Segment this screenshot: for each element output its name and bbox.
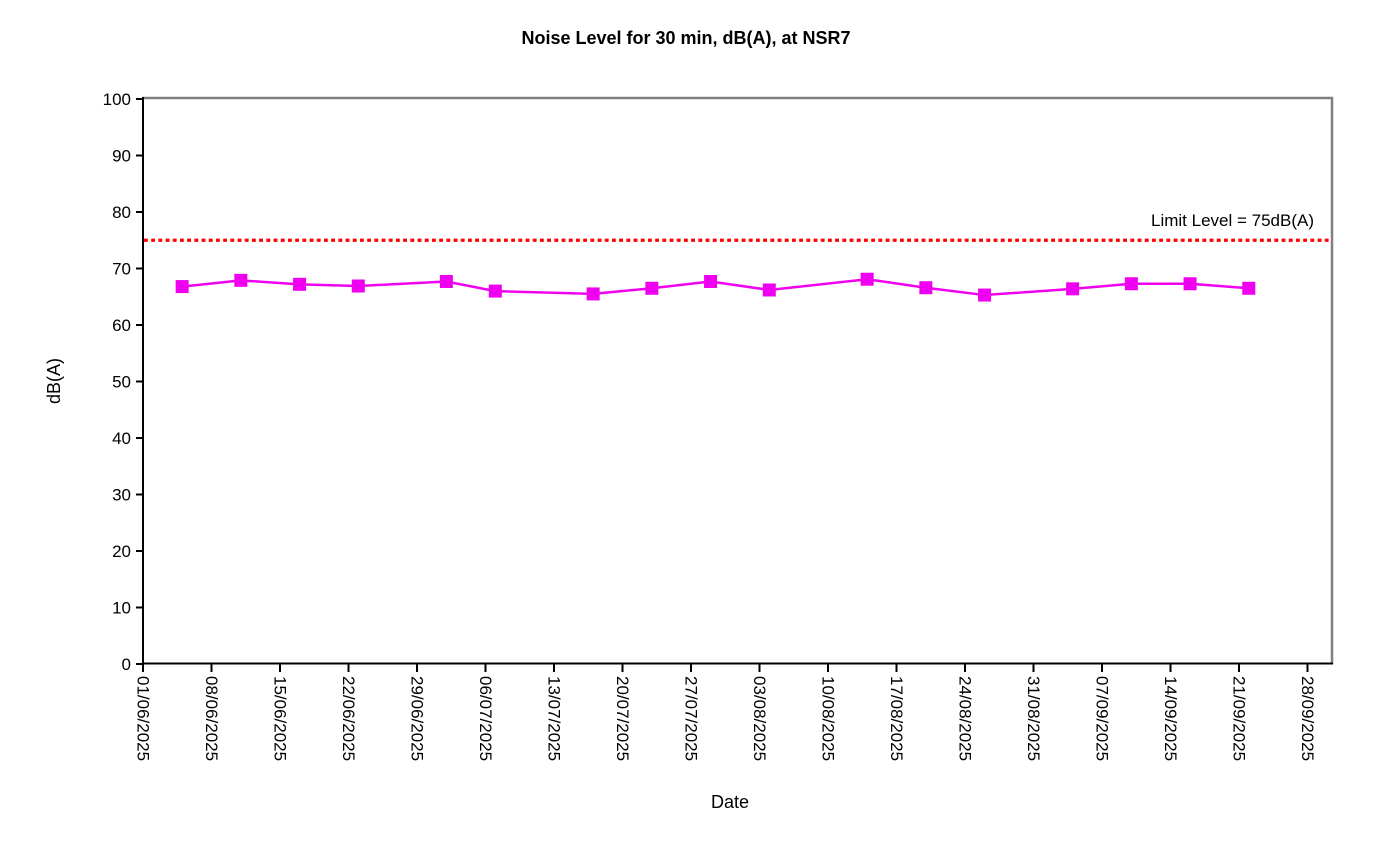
x-axis-tick-label: 21/09/2025 xyxy=(1230,676,1249,761)
y-axis-tick-label: 90 xyxy=(112,147,131,166)
data-point-marker xyxy=(586,287,600,301)
data-point-marker xyxy=(175,280,189,294)
y-axis-tick-label: 100 xyxy=(103,90,131,109)
data-point-marker xyxy=(1124,277,1138,291)
data-point-marker xyxy=(1066,282,1080,296)
chart-plot-area: 0 10 20 30 40 50 60 70 80 90 100 01/06/2025 08/06/20… xyxy=(103,90,1334,761)
y-axis-tick-label: 30 xyxy=(112,486,131,505)
y-axis-tick-label: 80 xyxy=(112,203,131,222)
x-axis-tick-label: 13/07/2025 xyxy=(545,676,564,761)
x-axis-tick-label: 15/06/2025 xyxy=(271,676,290,761)
limit-line-label: Limit Level = 75dB(A) xyxy=(1151,211,1314,230)
y-axis-tick-label: 50 xyxy=(112,373,131,392)
y-axis-title: dB(A) xyxy=(44,358,64,404)
x-axis-tick-label: 20/07/2025 xyxy=(613,676,632,761)
y-axis-tick-label: 0 xyxy=(122,655,131,674)
data-point-marker xyxy=(1242,281,1256,295)
x-axis-tick-label: 27/07/2025 xyxy=(682,676,701,761)
data-point-marker xyxy=(1183,277,1197,291)
y-axis-tick-label: 70 xyxy=(112,260,131,279)
data-point-marker xyxy=(439,274,453,288)
x-axis-title: Date xyxy=(711,792,749,812)
chart-title: Noise Level for 30 min, dB(A), at NSR7 xyxy=(521,28,850,48)
data-point-marker xyxy=(919,281,933,295)
x-axis-tick-label: 01/06/2025 xyxy=(134,676,153,761)
x-axis-tick-label: 31/08/2025 xyxy=(1024,676,1043,761)
data-point-marker xyxy=(645,281,659,295)
x-axis-tick-label: 17/08/2025 xyxy=(887,676,906,761)
data-point-marker xyxy=(293,277,307,291)
x-axis-tick-label: 14/09/2025 xyxy=(1161,676,1180,761)
x-axis-tick-label: 24/08/2025 xyxy=(956,676,975,761)
y-axis-tick-label: 60 xyxy=(112,316,131,335)
data-point-marker xyxy=(704,274,718,288)
x-axis-tick-label: 07/09/2025 xyxy=(1093,676,1112,761)
data-point-marker xyxy=(978,288,992,302)
data-point-marker xyxy=(351,279,365,293)
data-point-marker xyxy=(488,284,502,298)
x-axis-tick-label: 06/07/2025 xyxy=(476,676,495,761)
x-axis-tick-label: 08/06/2025 xyxy=(202,676,221,761)
x-axis-tick-label: 29/06/2025 xyxy=(408,676,427,761)
data-point-marker xyxy=(860,272,874,286)
x-axis-tick-label: 22/06/2025 xyxy=(339,676,358,761)
x-axis-tick-label: 28/09/2025 xyxy=(1298,676,1317,761)
y-axis-tick-label: 40 xyxy=(112,429,131,448)
data-point-marker xyxy=(234,273,248,287)
data-point-marker xyxy=(762,283,776,297)
x-axis-tick-label: 10/08/2025 xyxy=(819,676,838,761)
y-axis-tick-label: 20 xyxy=(112,542,131,561)
x-axis-tick-label: 03/08/2025 xyxy=(750,676,769,761)
y-axis-tick-label: 10 xyxy=(112,599,131,618)
